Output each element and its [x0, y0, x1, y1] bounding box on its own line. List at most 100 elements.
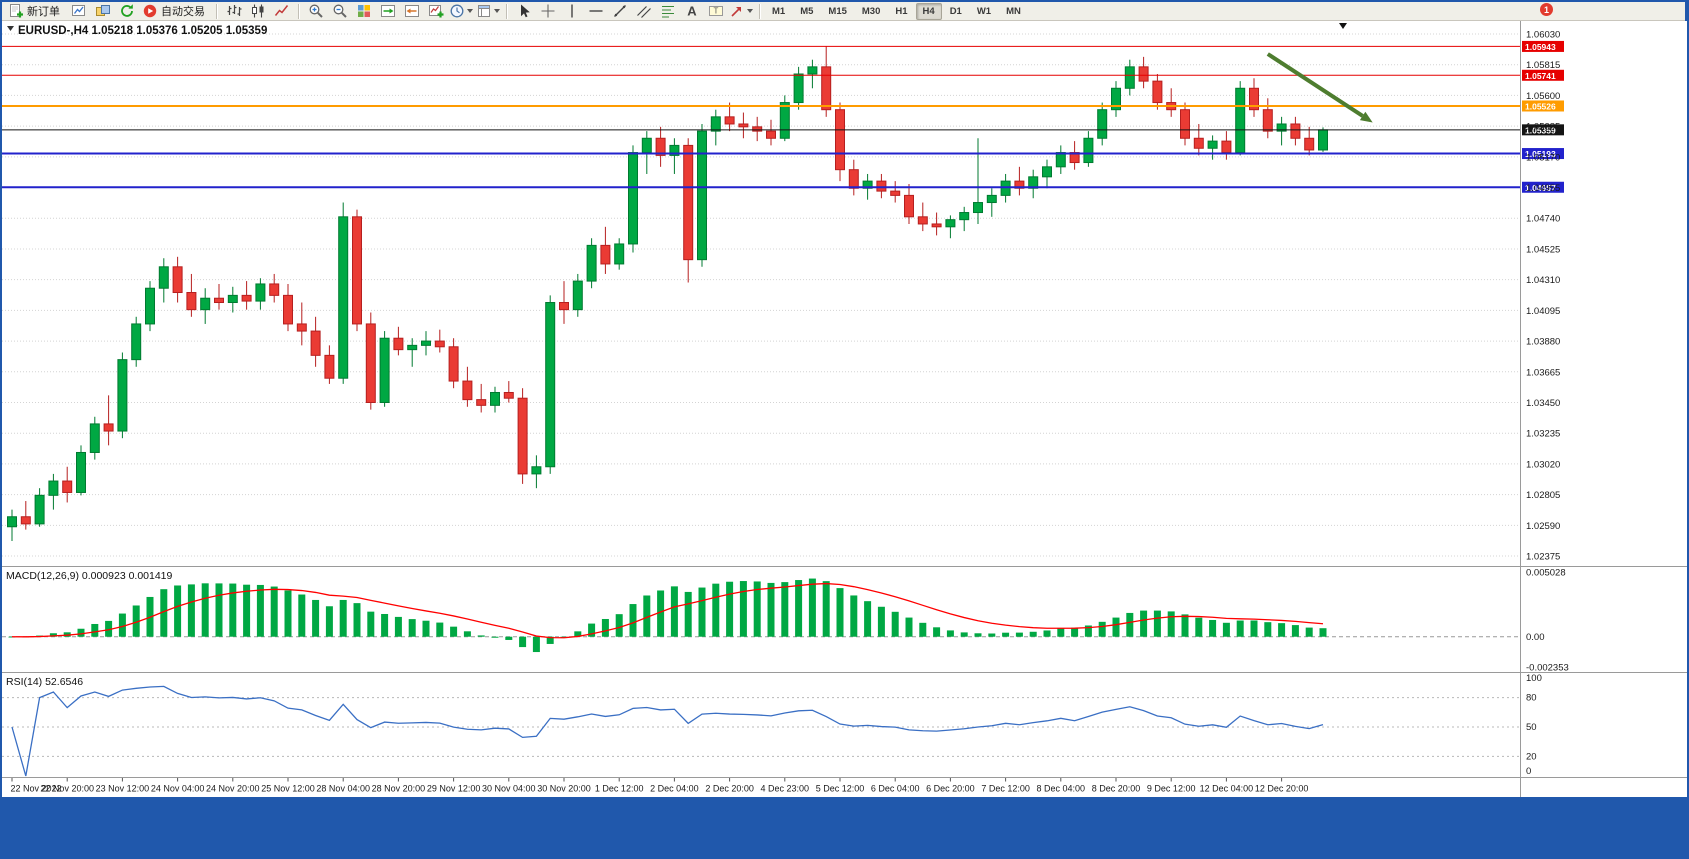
horizontal-line-button[interactable]	[584, 2, 607, 21]
trend-arrow-head[interactable]	[1359, 111, 1373, 123]
timeframe-h1-button[interactable]: H1	[895, 5, 908, 17]
macd-histogram-bar	[298, 594, 306, 637]
autotrading-icon	[142, 3, 158, 19]
auto-scroll-button[interactable]	[376, 2, 399, 21]
trendline-button[interactable]	[608, 2, 631, 21]
macd-histogram-bar	[670, 586, 678, 637]
macd-histogram-bar	[1098, 621, 1106, 637]
notification-badge[interactable]: 1	[1540, 3, 1553, 16]
indicators-button[interactable]	[424, 2, 447, 21]
periods-button[interactable]	[448, 2, 474, 21]
macd-histogram-bar	[491, 636, 499, 638]
timeframe-w1-button[interactable]: W1	[976, 5, 992, 17]
price-tag[interactable]	[1522, 148, 1564, 160]
price-axis-label: 1.06030	[1526, 30, 1560, 41]
macd-histogram-bar	[864, 601, 872, 637]
timeframe-m30-button[interactable]: M30	[861, 5, 881, 17]
price-tag[interactable]	[1522, 181, 1564, 193]
text-label-button[interactable]: T	[704, 2, 727, 21]
timeframe-d1-button[interactable]: D1	[949, 5, 962, 17]
price-tag[interactable]	[1522, 69, 1564, 81]
timeframe-mn-button[interactable]: MN	[1006, 5, 1021, 17]
candle-body	[103, 423, 114, 432]
time-axis-label: 6 Dec 04:00	[871, 784, 920, 794]
candle-body	[1276, 123, 1287, 132]
macd-histogram-bar	[132, 605, 140, 637]
macd-histogram-bar	[877, 606, 885, 637]
candle-body	[255, 283, 266, 302]
macd-histogram-bar	[726, 581, 734, 637]
candle-body	[131, 323, 142, 361]
autotrading-button[interactable]: 自动交易	[139, 2, 211, 21]
macd-histogram-bar	[408, 619, 416, 637]
vertical-line-button[interactable]	[560, 2, 583, 21]
chart-shift-marker[interactable]	[1339, 23, 1347, 29]
price-tag[interactable]	[1522, 100, 1564, 112]
text-button[interactable]: A	[680, 2, 703, 21]
dropdown-arrow-icon[interactable]	[467, 9, 473, 13]
macd-histogram-bar	[1084, 625, 1092, 637]
new-order-icon	[8, 3, 24, 19]
candle-body	[7, 516, 17, 528]
timeframe-m15-button[interactable]: M15	[828, 5, 847, 17]
chart-area[interactable]: 1.05943 1.05741 1.05526 1.05359 1.05193 1.049…	[2, 21, 1687, 797]
macd-histogram-bar	[546, 636, 554, 644]
price-axis-label: 1.05385	[1526, 122, 1560, 133]
price-tag[interactable]	[1522, 40, 1564, 52]
chart-window-button[interactable]	[67, 2, 90, 21]
candle-body	[1042, 166, 1052, 178]
price-chart[interactable]: 1.05943 1.05741 1.05526 1.05359 1.05193 1.049…	[2, 21, 1687, 797]
macd-histogram-bar	[891, 611, 899, 637]
macd-histogram-bar	[436, 622, 444, 637]
zoom-out-button[interactable]	[328, 2, 351, 21]
price-axis-label: 1.05815	[1526, 60, 1560, 71]
chart-shift-button[interactable]	[400, 2, 423, 21]
channel-button[interactable]	[632, 2, 655, 21]
trend-arrow-line[interactable]	[1266, 52, 1364, 118]
zoom-in-button[interactable]	[304, 2, 327, 21]
macd-histogram-bar	[1140, 610, 1148, 637]
toolbar-separator	[216, 3, 217, 19]
profiles-button[interactable]	[91, 2, 114, 21]
refresh-button[interactable]	[115, 2, 138, 21]
time-axis-label: 24 Nov 20:00	[206, 784, 260, 794]
macd-histogram-bar	[808, 578, 816, 637]
dropdown-arrow-icon[interactable]	[494, 9, 500, 13]
timeframe-h4-button[interactable]: H4	[915, 2, 942, 20]
rsi-axis-label: 100	[1526, 673, 1542, 684]
tile-windows-button[interactable]	[352, 2, 375, 21]
templates-button[interactable]	[475, 2, 501, 21]
timeframe-m1-button[interactable]: M1	[772, 5, 786, 17]
macd-histogram-bar	[1057, 628, 1065, 637]
new-order-button[interactable]: 新订单	[5, 2, 66, 21]
toolbar-separator	[759, 3, 760, 19]
candle-body	[1262, 109, 1273, 132]
candle-body	[76, 451, 86, 493]
candle-body	[145, 287, 155, 325]
candle-body	[296, 323, 307, 332]
symbol-dropdown-icon[interactable]	[7, 26, 14, 31]
price-axis-label: 1.03020	[1526, 459, 1560, 470]
macd-histogram-bar	[256, 584, 264, 637]
fibonacci-button[interactable]	[656, 2, 679, 21]
candle-body	[421, 340, 431, 346]
candle-body	[448, 346, 459, 382]
macd-histogram-bar	[450, 626, 458, 637]
line-chart-button[interactable]	[270, 2, 293, 21]
macd-histogram-bar	[201, 583, 209, 637]
price-tag[interactable]	[1522, 124, 1564, 136]
price-tag-label: 1.05193	[1525, 149, 1556, 159]
timeframe-m5-button[interactable]: M5	[800, 5, 814, 17]
candle-body	[572, 280, 583, 311]
macd-histogram-bar	[601, 618, 609, 637]
crosshair-button[interactable]	[536, 2, 559, 21]
arrows-button[interactable]	[728, 2, 754, 21]
candlestick-chart-button[interactable]	[246, 2, 269, 21]
macd-histogram-bar	[229, 583, 237, 637]
macd-histogram-bar	[505, 636, 513, 640]
cursor-button[interactable]	[512, 2, 535, 21]
price-tag-label: 1.05943	[1525, 42, 1556, 52]
macd-histogram-bar	[63, 632, 71, 637]
bar-chart-button[interactable]	[222, 2, 245, 21]
dropdown-arrow-icon[interactable]	[747, 9, 753, 13]
